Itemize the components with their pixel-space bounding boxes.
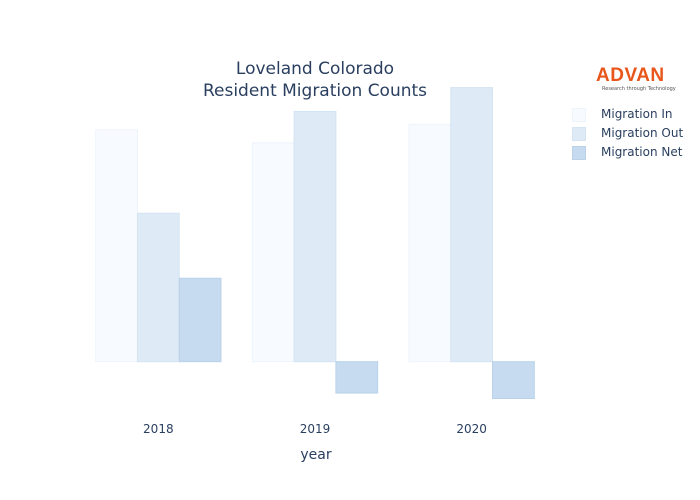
bar-migration-net-2019[interactable]	[335, 361, 379, 394]
x-tick-label-2019: 2019	[300, 422, 331, 436]
bars-layer	[95, 87, 535, 399]
bar-migration-net-2020[interactable]	[492, 361, 535, 399]
x-tick-label-2020: 2020	[456, 422, 487, 436]
chart-title-line-2: Resident Migration Counts	[202, 81, 428, 101]
bar-migration-in-2019[interactable]	[251, 142, 295, 363]
logo-tagline: Research through Technology	[602, 86, 676, 92]
chart-title: Loveland Colorado Resident Migration Cou…	[155, 58, 475, 102]
legend-label: Migration In	[601, 107, 673, 121]
bar-migration-out-2018[interactable]	[136, 212, 180, 363]
legend-swatch-migration-net	[572, 146, 586, 160]
x-tick-label-2018: 2018	[143, 422, 174, 436]
bar-migration-out-2020[interactable]	[450, 87, 494, 363]
legend-swatch-migration-out	[572, 127, 586, 141]
logo-wordmark: ADVAN	[596, 65, 665, 86]
bar-migration-net-2018[interactable]	[178, 277, 222, 363]
legend-swatch-migration-in	[572, 108, 586, 122]
bar-migration-in-2018[interactable]	[95, 129, 138, 363]
x-axis-ticks: 2018 2019 2020	[143, 422, 487, 436]
legend-label: Migration Net	[601, 145, 683, 159]
bar-migration-in-2020[interactable]	[408, 123, 452, 363]
legend-label: Migration Out	[601, 126, 684, 140]
bar-migration-out-2019[interactable]	[293, 110, 337, 363]
x-axis-title: year	[300, 447, 332, 463]
chart-title-line-1: Loveland Colorado	[235, 59, 395, 79]
advan-logo: ADVAN Research through Technology	[596, 65, 676, 93]
